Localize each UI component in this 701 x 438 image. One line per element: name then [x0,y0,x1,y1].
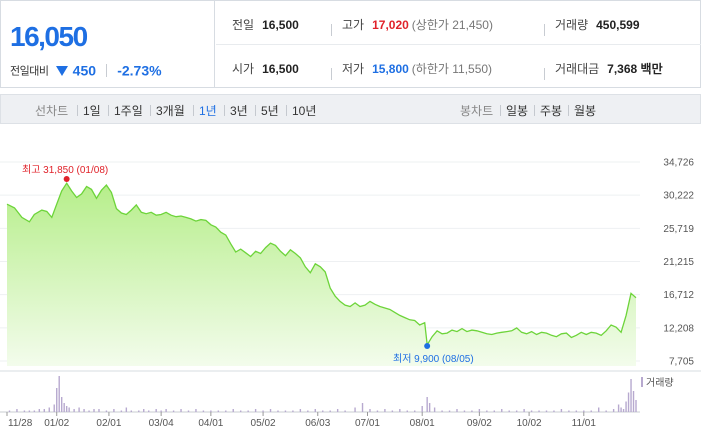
volume: 거래량 450,599 [555,16,640,33]
change-separator [106,64,108,77]
lower-limit: (하한가 11,550) [411,62,493,76]
tab-period-1d[interactable]: 1일 [83,104,101,118]
y-tick-label: 16,712 [663,290,694,301]
volume-legend-label: 거래량 [646,377,674,389]
y-tick-label: 21,215 [663,257,694,268]
change-row: 전일대비 450 -2.73% [10,60,162,80]
max-point-marker [63,176,70,182]
change-amount: 450 [72,62,97,79]
open-label: 시가 [232,62,255,76]
volume-label: 거래량 [555,18,589,32]
x-tick-label: 08/01 [410,418,435,429]
prev-close: 전일 16,500 [232,16,299,33]
trade-value-label: 거래대금 [555,62,600,76]
line-chart-label: 선차트 [35,104,69,118]
price-area [6,181,637,366]
low-value: 15,800 [372,62,409,76]
high-value: 17,020 [372,18,409,32]
x-tick-label: 01/02 [44,418,69,429]
trade-value: 거래대금 7,368 백만 [555,60,663,77]
tab-separator [500,105,501,116]
tab-candle-daily[interactable]: 일봉 [506,104,529,118]
tab-period-10y[interactable]: 10년 [292,104,317,118]
cell-separator [331,24,332,36]
high-label: 고가 [342,18,365,32]
volume-bars: 거래량 [0,370,701,413]
prev-close-label: 전일 [232,18,255,32]
price-chart-svg: 최고 31,850 (01/08) 최저 9,900 (08/05) 34,726… [0,158,701,429]
change-label: 전일대비 [10,64,49,78]
tab-separator [568,105,569,116]
open-price: 시가 16,500 [232,60,299,77]
y-axis: 34,726 30,222 25,719 21,215 16,712 12,208 7,70… [663,158,694,368]
x-tick-label: 09/02 [467,418,492,429]
tab-period-3y[interactable]: 3년 [230,104,248,118]
tab-period-5y[interactable]: 5년 [261,104,279,118]
tab-separator [150,105,151,116]
x-tick-label: 04/01 [198,418,223,429]
tab-period-3m[interactable]: 3개월 [156,104,185,118]
x-tick-label: 07/01 [355,418,380,429]
price-summary: 16,050 전일대비 450 -2.73% [1,1,215,87]
volume-value: 450,599 [596,18,640,32]
x-tick-label: 03/04 [149,418,174,429]
x-tick-label: 11/01 [572,418,597,429]
volume-legend-swatch [641,377,643,387]
tab-period-1y[interactable]: 1년 [199,104,217,118]
tab-period-1w[interactable]: 1주일 [114,104,143,118]
quote-panel: 16,050 전일대비 450 -2.73% 전일 16,500 고가 17,020… [0,0,701,88]
min-point-marker [424,343,431,349]
max-annotation: 최고 31,850 (01/08) [22,164,108,176]
cell-separator [544,68,545,80]
price-chart: 최고 31,850 (01/08) 최저 9,900 (08/05) 34,726… [0,124,701,438]
row-divider [216,44,701,45]
tab-candle-monthly[interactable]: 월봉 [574,104,597,118]
extreme-markers: 최고 31,850 (01/08) 최저 9,900 (08/05) [22,164,474,365]
x-tick-label: 02/01 [96,418,121,429]
y-tick-label: 30,222 [663,191,694,202]
cell-separator [331,68,332,80]
price-line [6,181,637,347]
chart-tab-bar: 선차트 1일 1주일 3개월 1년 3년 5년 10년 봉차트 일봉 주봉 월봉 [0,94,701,124]
high-price: 고가 17,020 (상한가 21,450) [342,16,493,33]
y-tick-label: 25,719 [663,224,694,235]
open-value: 16,500 [262,62,299,76]
current-price: 16,050 [10,21,88,52]
tab-separator [224,105,225,116]
candle-chart-label: 봉차트 [460,104,494,118]
tab-separator [77,105,78,116]
y-tick-label: 7,705 [669,357,694,368]
tab-separator [255,105,256,116]
y-tick-label: 34,726 [663,158,694,169]
change-percent: -2.73% [117,62,162,79]
x-axis: 11/28 01/02 02/01 03/04 04/01 05/02 06/03 07/01… [6,412,597,429]
tab-separator [193,105,194,116]
upper-limit: (상한가 21,450) [411,18,493,32]
low-label: 저가 [342,62,365,76]
min-annotation: 최저 9,900 (08/05) [393,353,474,365]
trade-value-value: 7,368 백만 [607,62,663,76]
tab-candle-weekly[interactable]: 주봉 [540,104,563,118]
x-tick-label: 05/02 [251,418,276,429]
x-tick-label: 11/28 [8,418,33,429]
tab-separator [534,105,535,116]
prev-close-value: 16,500 [262,18,299,32]
price-area-fill [7,183,636,366]
tab-separator [108,105,109,116]
tab-separator [286,105,287,116]
x-tick-label: 06/03 [305,418,330,429]
x-tick-label: 10/02 [517,418,542,429]
low-price: 저가 15,800 (하한가 11,550) [342,60,492,77]
down-triangle-icon [55,61,68,80]
y-tick-label: 12,208 [663,323,694,334]
cell-separator [544,24,545,36]
